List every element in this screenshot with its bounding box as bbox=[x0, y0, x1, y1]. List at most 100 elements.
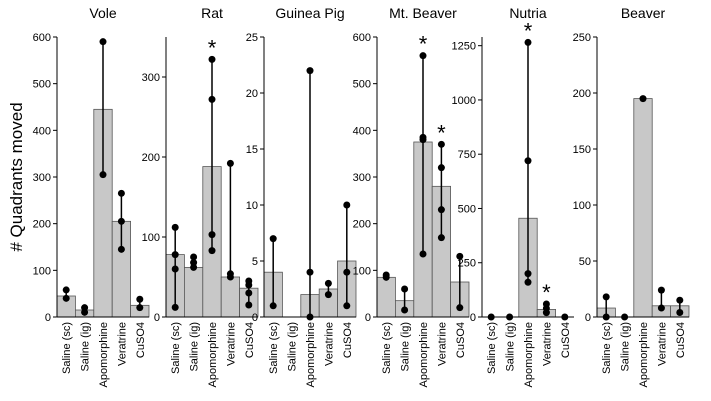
data-point bbox=[190, 253, 198, 261]
bar bbox=[633, 98, 653, 318]
data-point bbox=[401, 306, 409, 314]
y-tick-label: 1000 bbox=[452, 95, 476, 107]
x-tick-label: Veratrine bbox=[323, 322, 335, 366]
y-tick-label: 300 bbox=[33, 172, 51, 184]
annotation: * bbox=[542, 280, 551, 305]
data-point bbox=[99, 38, 107, 46]
y-tick-label: 0 bbox=[470, 312, 476, 324]
x-tick-label: CuSO4 bbox=[135, 322, 147, 358]
x-tick-label: Veratrine bbox=[436, 322, 448, 366]
data-point bbox=[117, 189, 125, 197]
y-tick-label: 500 bbox=[458, 203, 476, 215]
annotation: * bbox=[437, 120, 446, 145]
x-tick-label: CuSO4 bbox=[560, 322, 572, 358]
y-tick-label: 0 bbox=[585, 312, 591, 324]
data-point bbox=[639, 95, 647, 103]
data-point bbox=[269, 302, 277, 310]
x-tick-label: Saline (ig) bbox=[80, 322, 92, 372]
panel-title: Nutria bbox=[509, 5, 547, 21]
y-tick-label: 15 bbox=[246, 144, 258, 156]
y-tick-label: 250 bbox=[458, 258, 476, 270]
data-point bbox=[343, 302, 351, 310]
y-axis-label: # Quadrants moved bbox=[7, 102, 26, 251]
panel-title: Mt. Beaver bbox=[389, 5, 457, 21]
y-tick-label: 400 bbox=[33, 125, 51, 137]
panel-title: Beaver bbox=[621, 5, 666, 21]
data-point bbox=[382, 271, 390, 279]
bar bbox=[183, 266, 204, 318]
data-point bbox=[190, 263, 198, 271]
data-point bbox=[456, 304, 464, 312]
annotation: * bbox=[419, 32, 428, 57]
y-tick-label: 600 bbox=[33, 32, 51, 44]
x-tick-label: CuSO4 bbox=[675, 322, 687, 358]
x-tick-label: Saline (sc) bbox=[381, 322, 393, 374]
y-tick-label: 200 bbox=[353, 219, 371, 231]
x-tick-label: Apomorphine bbox=[523, 322, 535, 387]
data-point bbox=[171, 303, 179, 311]
y-tick-label: 0 bbox=[154, 312, 160, 324]
data-point bbox=[524, 157, 532, 165]
x-tick-label: Veratrine bbox=[116, 322, 128, 366]
x-tick-label: Veratrine bbox=[541, 322, 553, 366]
y-tick-label: 10 bbox=[246, 200, 258, 212]
y-tick-label: 100 bbox=[33, 265, 51, 277]
y-tick-label: 500 bbox=[353, 79, 371, 91]
panel-title: Rat bbox=[201, 5, 223, 21]
x-tick-label: Saline (ig) bbox=[505, 322, 517, 372]
data-point bbox=[245, 301, 253, 309]
data-point bbox=[226, 270, 234, 278]
data-point bbox=[542, 300, 550, 308]
x-tick-label: Saline (sc) bbox=[61, 322, 73, 374]
y-tick-label: 200 bbox=[142, 152, 160, 164]
y-tick-label: 25 bbox=[246, 32, 258, 44]
data-point bbox=[524, 278, 532, 286]
y-tick-label: 300 bbox=[353, 172, 371, 184]
x-tick-label: Saline (sc) bbox=[268, 322, 280, 374]
x-tick-label: Apomorphine bbox=[638, 322, 650, 387]
x-tick-label: CuSO4 bbox=[244, 322, 256, 358]
y-tick-label: 5 bbox=[252, 256, 258, 268]
data-point bbox=[419, 250, 427, 258]
y-tick-label: 200 bbox=[33, 219, 51, 231]
data-point bbox=[419, 133, 427, 141]
y-tick-label: 50 bbox=[579, 256, 591, 268]
x-tick-label: Saline (ig) bbox=[620, 322, 632, 372]
panel-title: Vole bbox=[89, 5, 116, 21]
data-point bbox=[437, 206, 445, 214]
x-tick-label: Saline (ig) bbox=[400, 322, 412, 372]
data-point bbox=[456, 252, 464, 260]
data-point bbox=[62, 286, 70, 294]
annotation: * bbox=[208, 35, 217, 60]
y-tick-label: 100 bbox=[353, 265, 371, 277]
data-point bbox=[226, 159, 234, 167]
data-point bbox=[81, 304, 89, 312]
y-tick-label: 0 bbox=[252, 312, 258, 324]
data-point bbox=[208, 231, 216, 239]
y-tick-label: 200 bbox=[573, 88, 591, 100]
data-point bbox=[136, 304, 144, 312]
x-tick-label: Apomorphine bbox=[98, 322, 110, 387]
data-point bbox=[324, 291, 332, 299]
data-point bbox=[245, 277, 253, 285]
annotation: * bbox=[524, 18, 533, 43]
data-point bbox=[343, 268, 351, 276]
data-point bbox=[437, 140, 445, 148]
data-point bbox=[190, 259, 198, 267]
y-tick-label: 0 bbox=[365, 312, 371, 324]
y-tick-label: 0 bbox=[45, 312, 51, 324]
x-tick-label: Saline (sc) bbox=[486, 322, 498, 374]
x-tick-label: Saline (sc) bbox=[170, 322, 182, 374]
data-point bbox=[401, 285, 409, 293]
x-tick-label: Veratrine bbox=[656, 322, 668, 366]
data-point bbox=[117, 217, 125, 225]
data-point bbox=[208, 95, 216, 103]
bar bbox=[220, 276, 240, 318]
x-tick-label: Saline (ig) bbox=[189, 322, 201, 372]
data-point bbox=[306, 67, 314, 75]
x-tick-label: Saline (ig) bbox=[287, 322, 299, 372]
data-point bbox=[524, 38, 532, 46]
data-point bbox=[117, 245, 125, 253]
y-tick-label: 250 bbox=[573, 32, 591, 44]
data-point bbox=[437, 164, 445, 172]
